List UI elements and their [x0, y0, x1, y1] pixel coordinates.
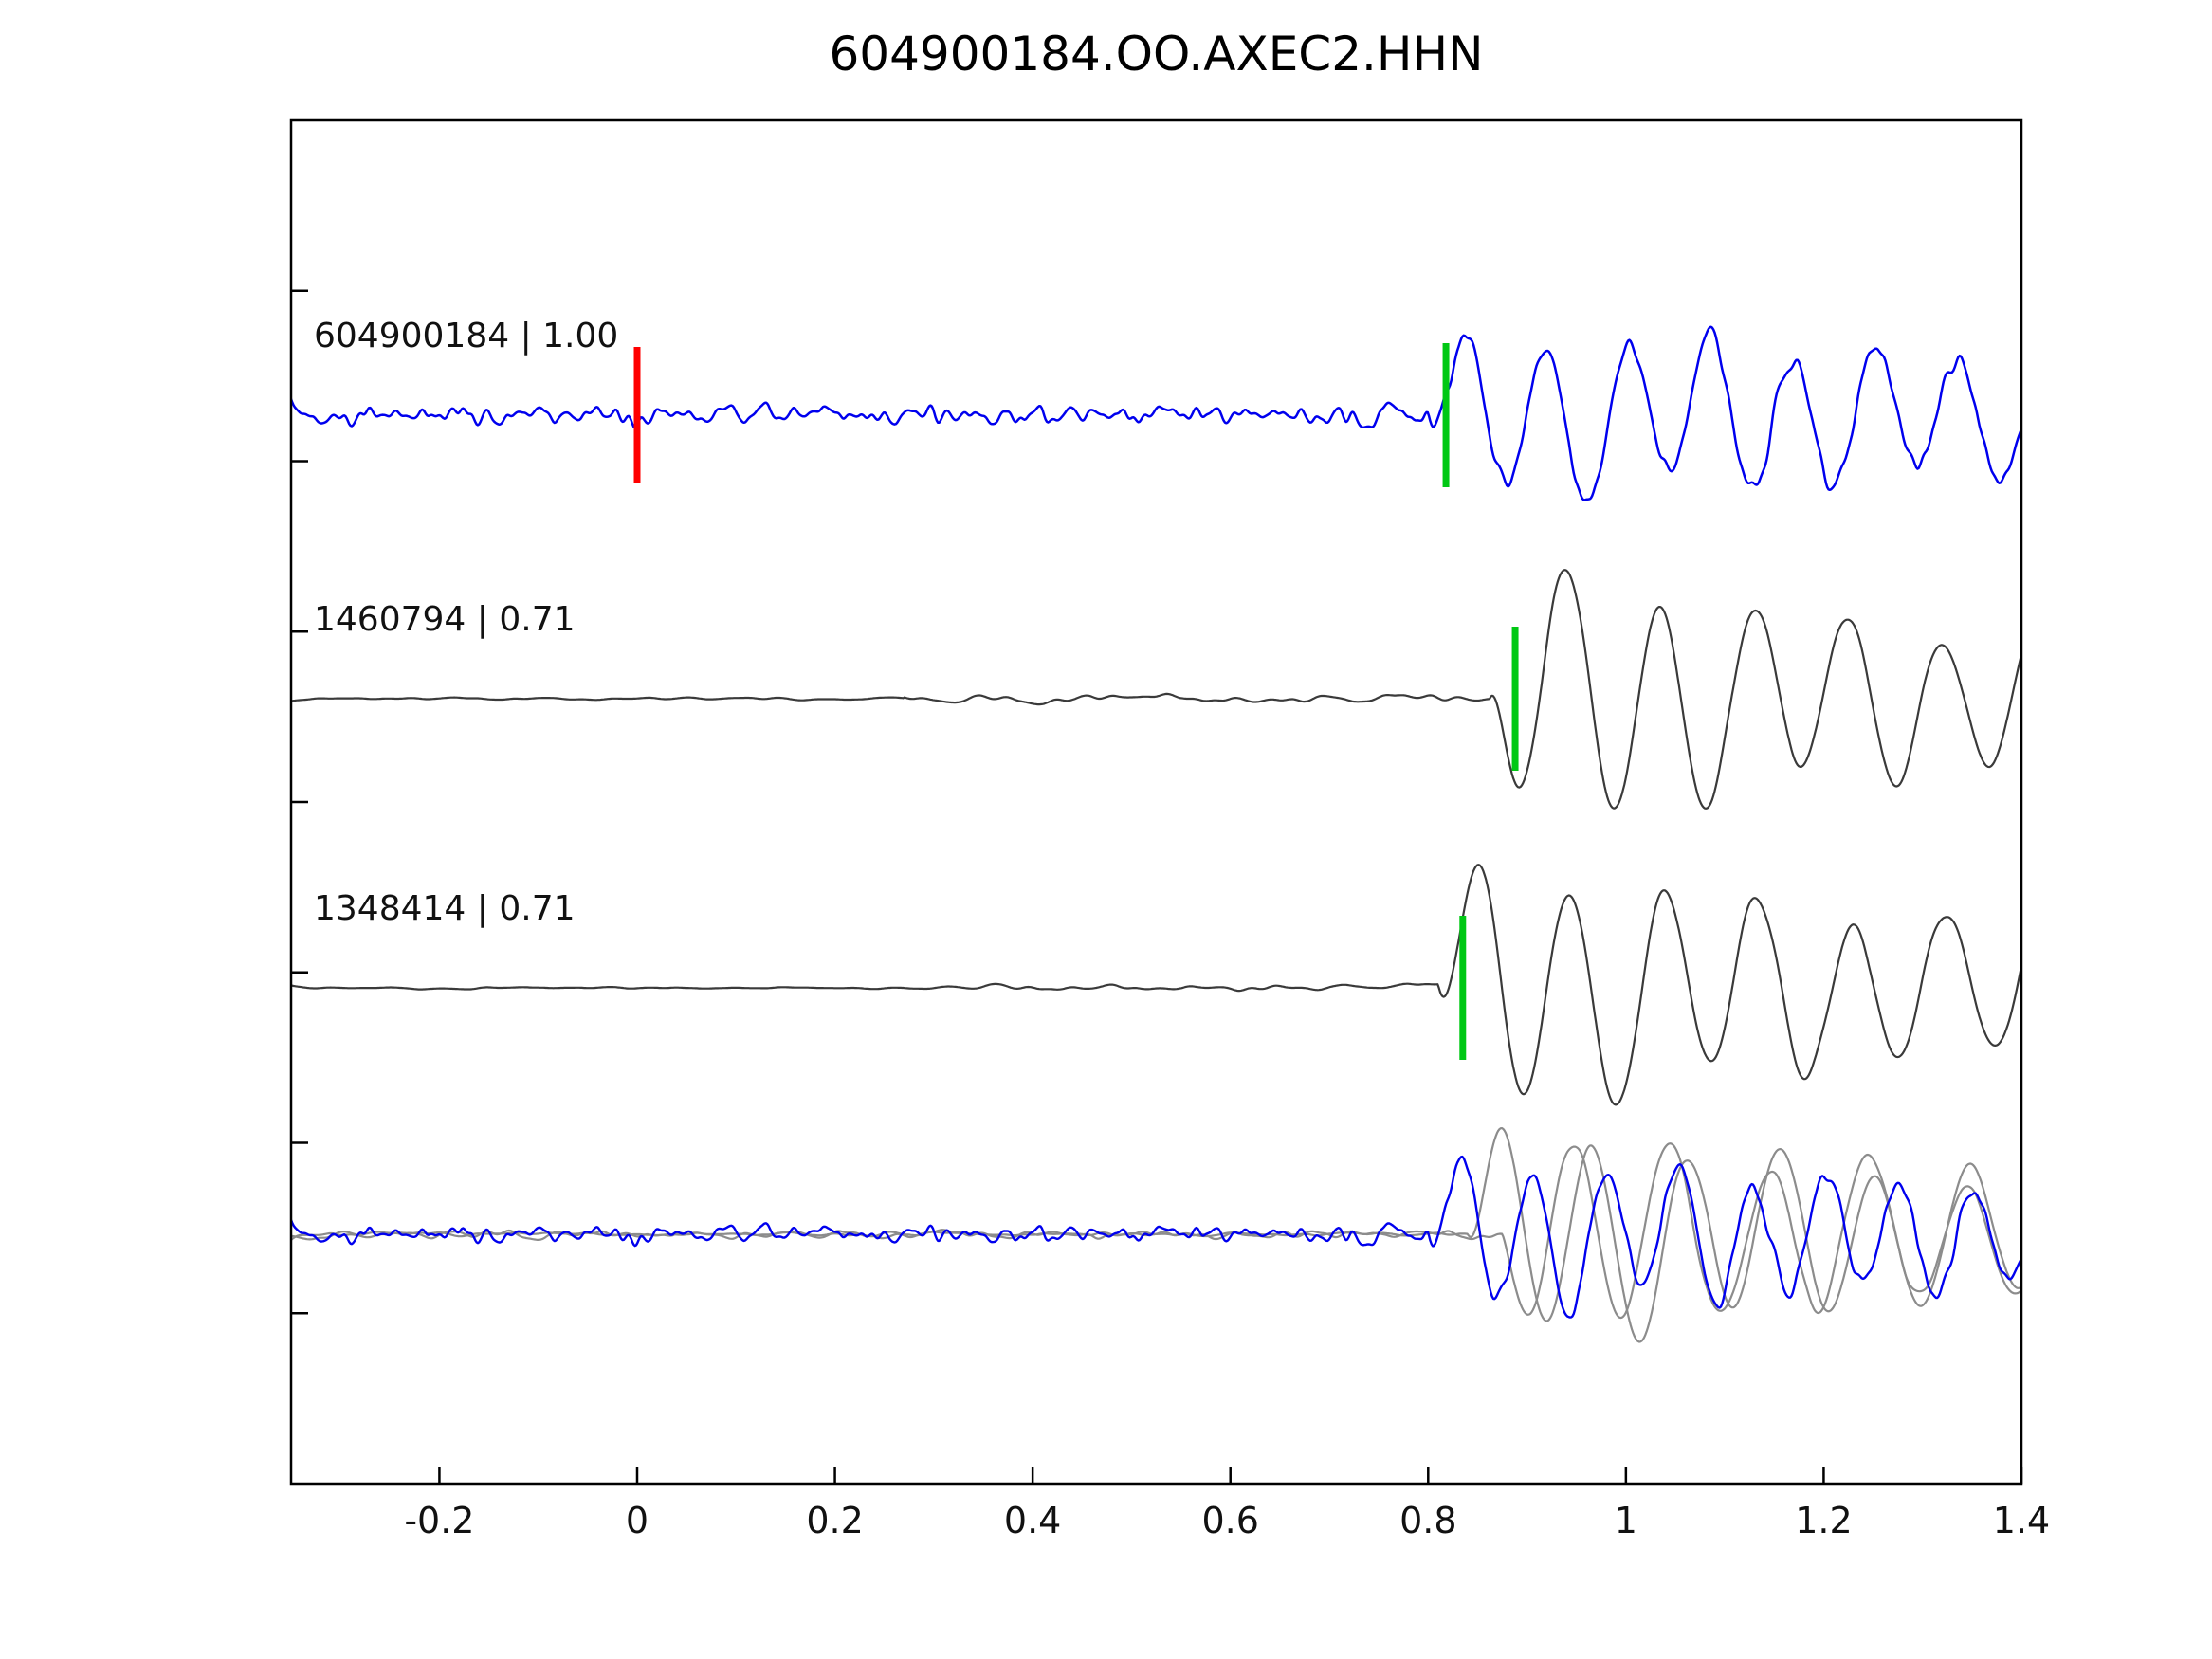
x-tick-label: 0: [626, 1500, 649, 1541]
x-tick-label: 1.2: [1795, 1500, 1852, 1541]
x-tick-label: 0.2: [806, 1500, 863, 1541]
waveform-trace-604900184: [291, 325, 2021, 501]
waveform-trace-1460794: [291, 569, 2021, 810]
trace-label-1460794: 1460794 | 0.71: [314, 600, 576, 639]
trace-label-604900184: 604900184 | 1.00: [314, 317, 618, 356]
x-tick-label: -0.2: [404, 1500, 474, 1541]
x-tick-label: 0.4: [1004, 1500, 1061, 1541]
waveform-trace-1348414: [291, 864, 2021, 1106]
x-tick-label: 1: [1615, 1500, 1637, 1541]
waveform-trace-overlay-gray-2: [291, 1142, 2021, 1320]
trace-label-1348414: 1348414 | 0.71: [314, 889, 576, 928]
waveform-trace-overlay-template: [291, 1155, 2021, 1319]
chart-title: 604900184.OO.AXEC2.HHN: [829, 27, 1484, 82]
x-tick-label: 0.8: [1399, 1500, 1456, 1541]
plot-area: [291, 325, 2021, 1343]
x-tick-label: 1.4: [1993, 1500, 2050, 1541]
x-tick-label: 0.6: [1201, 1500, 1258, 1541]
